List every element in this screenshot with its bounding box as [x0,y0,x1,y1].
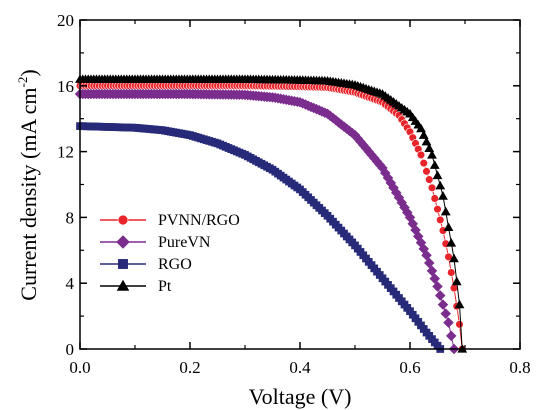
series-purevn [74,88,460,355]
legend-marker-pt [116,279,130,291]
data-point-purevn [446,330,457,342]
data-point-purevn [424,257,435,269]
series-rgo [76,122,445,353]
data-point-pt [418,130,429,139]
data-point-pt [449,253,459,263]
x-tick-label: 0.4 [289,358,311,377]
y-tick-label: 0 [66,340,75,359]
data-point-purevn [426,265,438,277]
data-point-pvnn-rgo [447,268,456,277]
legend-label-purevn: PureVN [158,234,211,251]
data-point-purevn [437,299,449,310]
y-tick-label: 20 [57,11,74,30]
data-point-pt [446,237,457,247]
data-point-pvnn-rgo [436,215,445,225]
data-point-pt [429,160,440,169]
y-tick-label: 16 [57,77,74,96]
y-axis-title-main: Current density (mA cm [16,87,41,300]
legend-label-pvnn-rgo: PVNN/RGO [158,212,240,229]
x-tick-label: 0.8 [509,358,530,377]
data-point-pt [443,222,454,231]
legend-item-pt: Pt [100,278,172,295]
data-point-purevn [429,273,440,284]
data-point-pt [416,123,426,133]
y-tick-label: 4 [66,274,75,293]
y-axis-title-close: ) [16,69,41,76]
legend-marker-purevn [116,235,130,249]
data-point-pvnn-rgo [422,167,431,176]
legend-item-purevn: PureVN [100,234,211,251]
data-point-pt [421,136,432,146]
legend-item-pvnn-rgo: PVNN/RGO [100,212,240,229]
ticks-layer: 0.0 0.2 0.4 0.6 0.8 0 4 8 12 16 20 [57,11,531,377]
data-point-pvnn-rgo [425,175,434,184]
data-point-pt [432,170,443,180]
data-point-pvnn-rgo [433,205,442,214]
y-tick-label: 8 [66,208,75,227]
data-point-pt [427,149,437,159]
data-point-purevn [435,290,446,301]
data-point-pt [454,299,465,309]
series-layer [74,74,468,355]
y-tick-label: 12 [57,143,74,162]
legend: PVNN/RGO PureVN RGO Pt [100,212,240,295]
legend-label-pt: Pt [158,278,172,295]
data-point-pt [435,180,446,190]
data-point-pvnn-rgo [430,194,439,203]
data-point-pt [438,191,448,200]
x-tick-label: 0.2 [179,358,200,377]
data-point-purevn [421,249,432,261]
legend-marker-pvnn-rgo [117,214,129,226]
data-point-pvnn-rgo [416,150,426,160]
data-point-pt [424,143,435,152]
legend-marker-rgo [118,259,128,269]
y-axis-title: Current density (mA cm-2) [15,69,41,300]
data-point-purevn [443,317,454,328]
data-point-purevn [440,308,451,319]
legend-label-rgo: RGO [158,256,192,273]
data-point-pvnn-rgo [455,320,464,329]
data-point-purevn [432,281,443,292]
series-line-purevn [80,93,455,350]
data-point-pt [440,206,451,216]
data-point-pvnn-rgo [449,283,459,293]
y-axis-title-sup: -2 [15,77,30,88]
x-axis-title: Voltage (V) [249,384,352,409]
data-point-pvnn-rgo [427,183,437,192]
legend-item-rgo: RGO [100,256,192,273]
data-point-pt [451,276,462,286]
series-pt [75,74,468,353]
x-tick-label: 0.0 [69,358,90,377]
x-tick-label: 0.6 [399,358,420,377]
data-point-pvnn-rgo [419,158,428,168]
